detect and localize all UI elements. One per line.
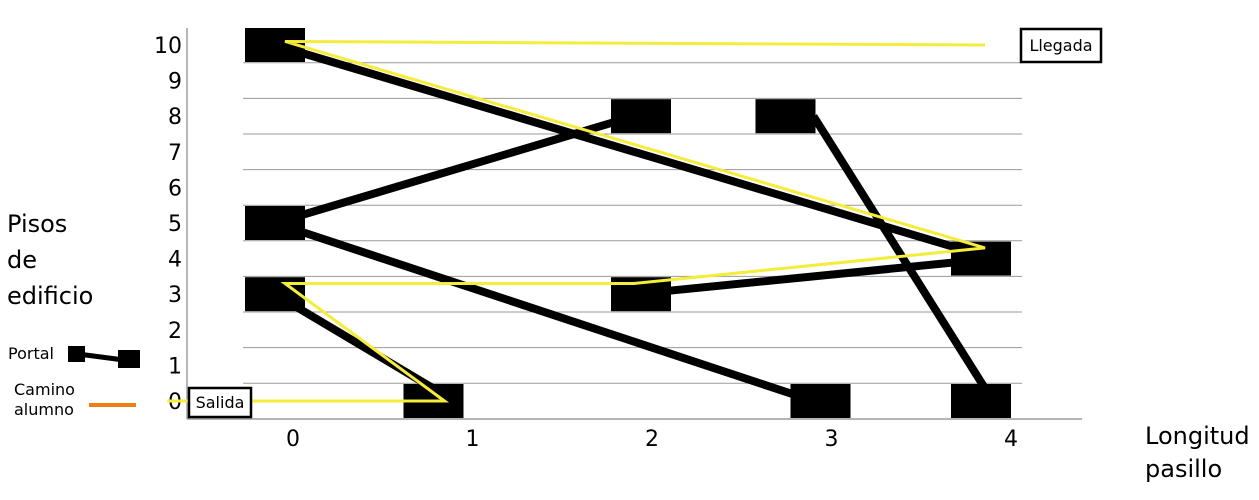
start-box-label: Salida: [196, 393, 245, 412]
legend-portal-label: Portal: [8, 344, 54, 363]
y-tick-label: 5: [168, 212, 182, 237]
finish-box-label: Llegada: [1029, 36, 1092, 55]
finish-box: Llegada: [1019, 27, 1103, 64]
student-path-line: [167, 39, 986, 403]
portal-block: [951, 384, 1011, 418]
legend-portal-block: [68, 346, 85, 362]
start-box-frame: [187, 386, 253, 419]
start-box: Salida: [187, 386, 253, 419]
y-tick-label: 8: [168, 105, 182, 130]
legend-camino-line: alumno: [14, 400, 74, 419]
y-axis-label: Pisos de edificio: [7, 206, 93, 314]
y-tick-label: 2: [168, 319, 182, 344]
y-tick-label: 7: [168, 141, 182, 166]
legend-camino-line: Camino: [14, 380, 75, 399]
x-tick-labels: 0 1 2 3 4: [286, 427, 1018, 452]
portal-block: [790, 384, 851, 418]
y-tick-label: 9: [168, 70, 182, 95]
x-tick-label: 0: [286, 427, 300, 452]
axes: [186, 28, 1082, 420]
y-tick-label: 4: [168, 248, 182, 273]
x-axis-label: Longitud pasillo: [1145, 420, 1250, 486]
legend-portal-text: Portal: [8, 344, 54, 363]
y-axis-label-line: de: [7, 246, 37, 274]
y-tick-label: 10: [154, 34, 182, 59]
x-axis-label-line: Longitud: [1145, 422, 1250, 450]
portal-connections: [272, 41, 997, 405]
portal-line: [273, 41, 995, 263]
x-axis-label-line: pasillo: [1145, 455, 1223, 483]
y-axis-label-line: edificio: [7, 282, 94, 310]
portal-block: [245, 206, 305, 240]
x-tick-label: 2: [645, 427, 659, 452]
y-tick-label: 1: [168, 354, 182, 379]
portal-line: [810, 114, 997, 404]
portal-block: [755, 99, 816, 134]
finish-box-frame: [1019, 27, 1103, 64]
y-axis-label-line: Pisos: [7, 210, 68, 238]
legend-portal-line: [77, 351, 125, 363]
portal-line: [273, 219, 815, 405]
legend-portal-block: [118, 350, 140, 368]
y-tick-label: 3: [168, 283, 182, 308]
x-tick-label: 4: [1004, 427, 1018, 452]
y-tick-label: 6: [168, 176, 182, 201]
legend-marks: [68, 346, 140, 407]
legend-camino-label: Camino alumno: [14, 380, 75, 420]
endpoint-boxes: Salida Llegada: [187, 27, 1103, 419]
portal-line: [272, 290, 457, 405]
student-path: [167, 39, 986, 403]
x-tick-label: 1: [466, 427, 480, 452]
x-tick-label: 3: [825, 427, 839, 452]
portal-line: [273, 112, 636, 227]
portal-block: [611, 99, 671, 134]
portal-line: [633, 254, 994, 299]
